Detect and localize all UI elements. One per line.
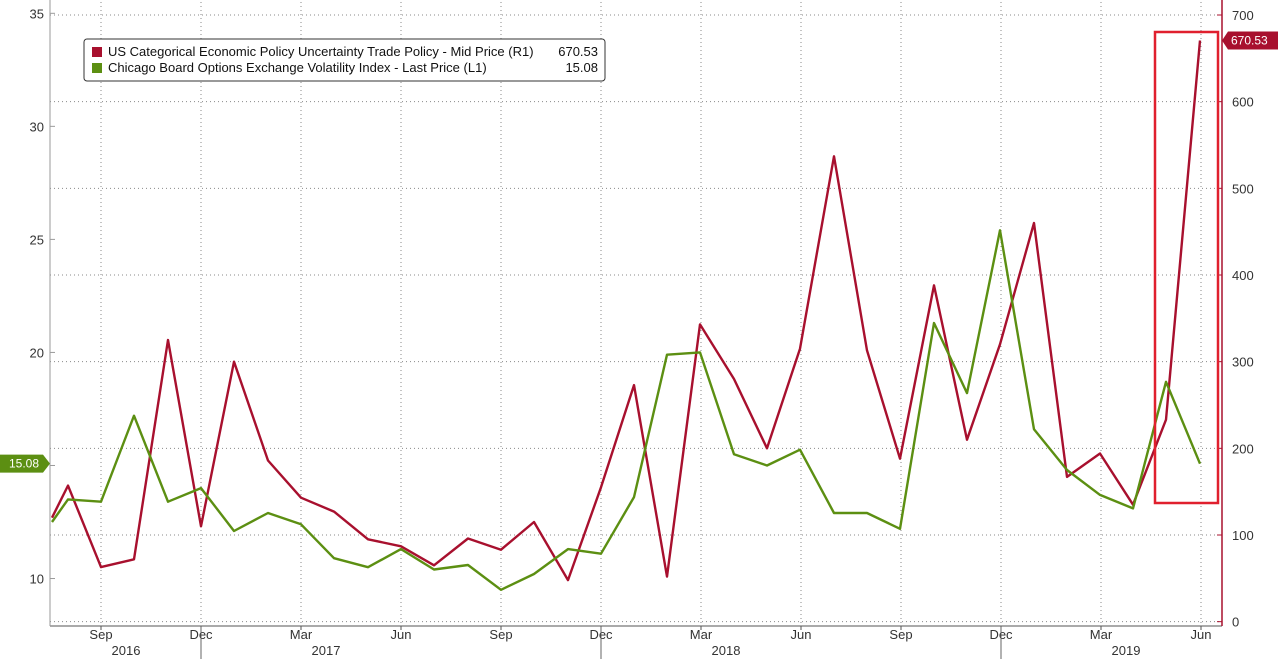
left-tick-label: 35: [30, 6, 44, 21]
right-tick-label: 600: [1232, 95, 1254, 110]
right-tick-label: 0: [1232, 615, 1239, 630]
legend-swatch: [92, 63, 102, 73]
right-tick-label: 700: [1232, 8, 1254, 23]
legend-swatch: [92, 47, 102, 57]
gridlines: [50, 2, 1222, 626]
left-tick-label: 30: [30, 119, 44, 134]
left-value-badge-text: 15.08: [9, 457, 39, 471]
series-lines: [50, 40, 1202, 591]
x-tick-label: Jun: [791, 627, 812, 642]
left-tick-label: 10: [30, 572, 44, 587]
highlight-box: [1153, 30, 1220, 505]
x-tick-label: Mar: [290, 627, 313, 642]
x-year-label: 2019: [1112, 643, 1141, 658]
right-tick-label: 500: [1232, 181, 1254, 196]
x-year-label: 2017: [312, 643, 341, 658]
legend-label: US Categorical Economic Policy Uncertain…: [108, 44, 534, 59]
legend-label: Chicago Board Options Exchange Volatilit…: [108, 60, 487, 75]
right-value-badge: [1222, 31, 1278, 50]
right-tick-label: 100: [1232, 528, 1254, 543]
x-year-label: 2018: [712, 643, 741, 658]
highlight-box-layer: [1153, 30, 1220, 505]
x-tick-label: Jun: [391, 627, 412, 642]
x-tick-label: Sep: [889, 627, 912, 642]
x-tick-label: Mar: [1090, 627, 1113, 642]
legend-box: [83, 38, 606, 82]
right-tick-label: 400: [1232, 268, 1254, 283]
legend-value: 15.08: [565, 60, 598, 75]
left-tick-label: 20: [30, 345, 44, 360]
legend-value: 670.53: [558, 44, 598, 59]
legend: US Categorical Economic Policy Uncertain…: [83, 38, 606, 82]
x-tick-label: Mar: [690, 627, 713, 642]
right-tick-label: 200: [1232, 441, 1254, 456]
left-tick-label: 25: [30, 232, 44, 247]
right-tick-label: 300: [1232, 355, 1254, 370]
x-tick-label: Jun: [1191, 627, 1212, 642]
left-value-badge: [0, 454, 50, 473]
series-line-epu-trade: [50, 40, 1202, 582]
x-tick-label: Sep: [489, 627, 512, 642]
x-tick-label: Sep: [89, 627, 112, 642]
series-line-vix: [51, 229, 1202, 591]
right-value-badge-text: 670.53: [1231, 34, 1268, 48]
x-year-label: 2016: [112, 643, 141, 658]
